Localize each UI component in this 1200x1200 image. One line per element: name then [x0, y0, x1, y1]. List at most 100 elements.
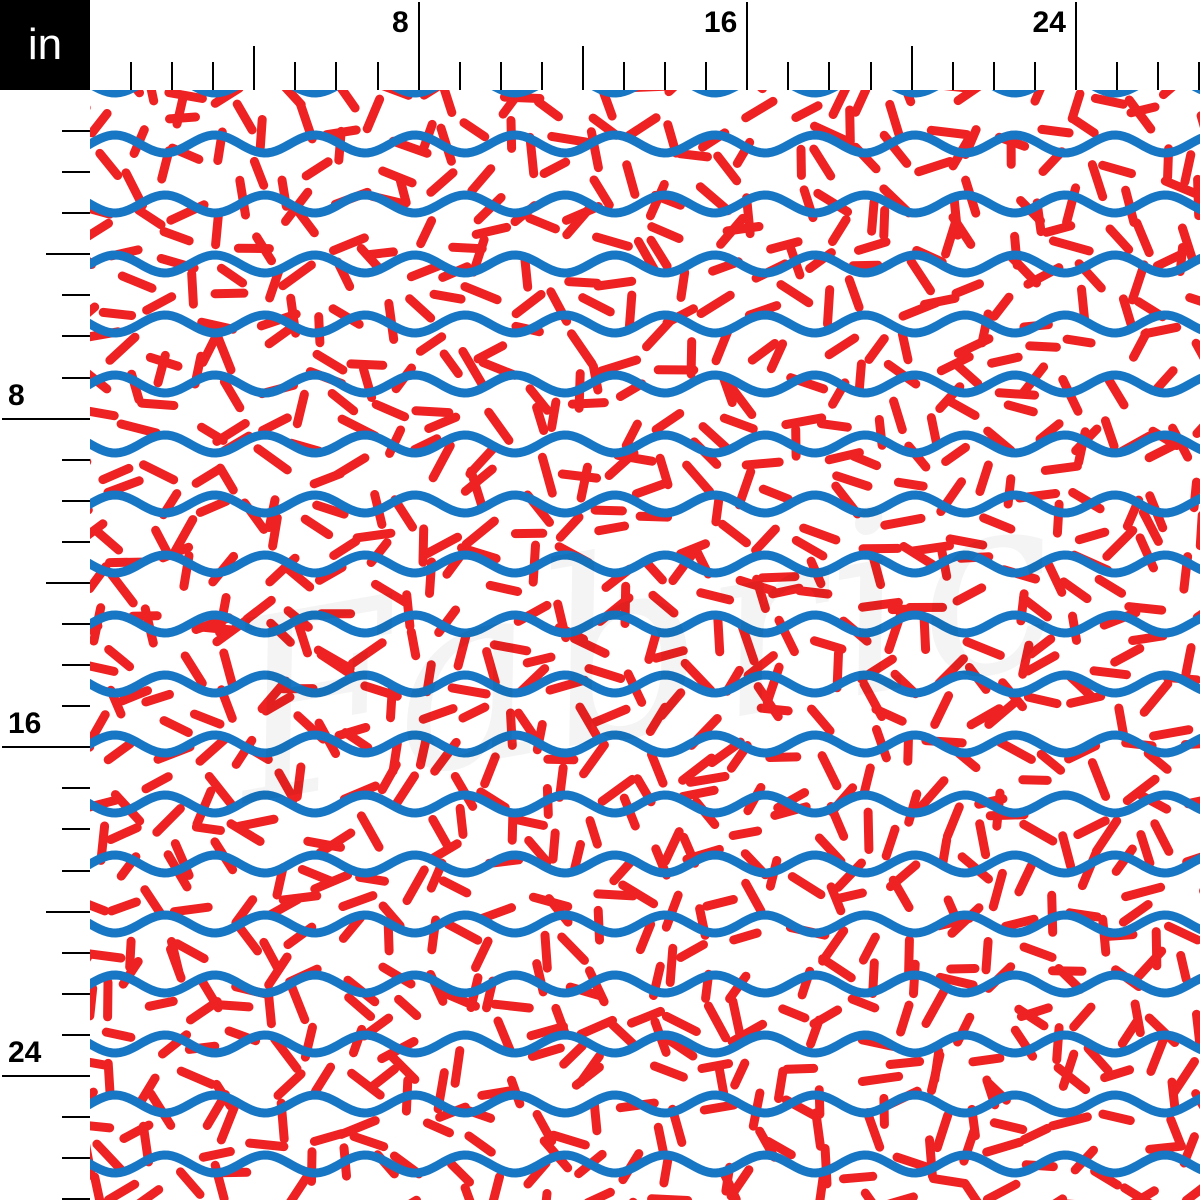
unit-badge-label: in — [27, 20, 63, 69]
sprinkle-mark — [460, 1183, 475, 1200]
sprinkle-mark — [647, 749, 668, 788]
sprinkle-mark — [394, 994, 422, 1021]
sprinkle-mark — [278, 891, 322, 905]
sprinkle-mark — [1030, 90, 1045, 106]
sprinkle-mark — [756, 703, 793, 716]
sprinkle-mark — [1073, 816, 1110, 840]
sprinkle-mark — [165, 112, 200, 124]
sprinkle-mark — [447, 683, 491, 699]
sprinkle-mark — [378, 901, 405, 931]
ruler-tick-vertical — [62, 705, 90, 708]
sprinkle-mark — [938, 835, 952, 869]
sprinkle-mark — [921, 986, 949, 1028]
sprinkle-mark — [859, 763, 875, 799]
sprinkle-mark — [906, 256, 935, 296]
sprinkle-mark — [117, 686, 152, 706]
sprinkle-mark — [473, 341, 508, 364]
sprinkle-mark — [892, 1152, 933, 1172]
sprinkle-mark — [887, 1192, 918, 1200]
wave-line — [90, 1030, 1200, 1058]
sprinkle-mark — [766, 339, 788, 374]
sprinkle-mark — [371, 400, 410, 422]
sprinkle-mark — [676, 940, 708, 962]
sprinkle-mark — [649, 1061, 688, 1082]
sprinkle-mark — [264, 991, 276, 1029]
ruler-tick-vertical — [62, 664, 90, 667]
ruler-label-vertical: 8 — [8, 378, 25, 412]
ruler-tick-horizontal — [540, 62, 543, 90]
sprinkle-mark — [261, 692, 295, 716]
sprinkle-mark — [678, 785, 719, 801]
sprinkle-mark — [466, 466, 487, 511]
sprinkle-mark — [1014, 861, 1036, 897]
ruler-tick-horizontal — [623, 62, 626, 90]
sprinkle-mark — [460, 282, 502, 305]
sprinkle-mark — [273, 1069, 306, 1100]
sprinkle-mark — [467, 164, 496, 196]
wave-line — [90, 430, 1200, 458]
sprinkle-mark — [316, 650, 356, 679]
ruler-tick-horizontal — [1157, 62, 1160, 90]
ruler-tick-vertical — [62, 171, 90, 174]
sprinkle-mark — [301, 157, 333, 181]
sprinkle-mark — [450, 1046, 465, 1088]
sprinkle-mark — [210, 288, 249, 299]
sprinkle-mark — [791, 101, 823, 122]
sprinkle-mark — [125, 936, 136, 972]
wave-layer — [90, 90, 1200, 1178]
sprinkle-mark — [362, 94, 385, 134]
sprinkle-mark — [1053, 1063, 1091, 1095]
sprinkle-mark — [312, 500, 349, 519]
sprinkle-mark — [889, 396, 907, 435]
sprinkle-mark — [702, 895, 738, 911]
sprinkle-mark — [526, 1022, 568, 1041]
sprinkle-mark — [391, 771, 419, 810]
ruler-tick-horizontal — [705, 62, 708, 90]
sprinkle-mark — [352, 528, 396, 543]
sprinkle-mark — [857, 1071, 904, 1086]
sprinkle-mark — [1138, 508, 1163, 546]
sprinkle-mark — [1110, 644, 1145, 667]
sprinkle-mark — [90, 218, 113, 241]
wave-line — [90, 550, 1200, 578]
sprinkle-mark — [349, 1132, 389, 1152]
sprinkle-mark — [338, 913, 365, 943]
ruler-tick-vertical — [2, 746, 90, 749]
sprinkle-mark — [395, 174, 411, 208]
sprinkle-mark — [717, 519, 751, 548]
sprinkle-mark — [189, 709, 225, 729]
unit-badge[interactable]: in — [0, 0, 90, 90]
sprinkle-mark — [216, 1102, 239, 1145]
sprinkle-mark — [416, 216, 437, 249]
sprinkle-mark — [880, 513, 926, 530]
sprinkle-mark — [811, 1108, 825, 1151]
sprinkle-mark — [776, 280, 814, 308]
sprinkle-mark — [137, 398, 179, 410]
sprinkle-mark — [1023, 651, 1060, 676]
sprinkle-mark — [881, 824, 900, 861]
wave-line — [90, 130, 1200, 158]
sprinkle-mark — [252, 232, 276, 266]
ruler-horizontal: 8 16 24 — [0, 0, 1200, 90]
ruler-label-vertical: 16 — [8, 707, 42, 741]
sprinkle-mark — [839, 1171, 878, 1184]
sprinkle-mark — [1016, 1003, 1053, 1021]
sprinkle-mark — [659, 1152, 673, 1188]
sprinkle-mark — [741, 96, 778, 123]
sprinkle-mark — [897, 329, 913, 365]
sprinkle-mark — [597, 774, 637, 806]
ruler-tick-horizontal — [1198, 62, 1200, 90]
sprinkle-mark — [862, 1108, 885, 1152]
sprinkle-mark — [758, 484, 793, 504]
sprinkle-mark — [699, 1100, 739, 1115]
sprinkle-mark — [1152, 366, 1178, 394]
sprinkle-mark — [1048, 236, 1094, 256]
sprinkle-mark — [618, 880, 659, 909]
sprinkle-mark — [377, 760, 401, 795]
sprinkle-mark — [418, 704, 458, 724]
ruler-tick-vertical — [62, 376, 90, 379]
sprinkle-mark — [1192, 1009, 1200, 1051]
ruler-tick-horizontal — [787, 62, 790, 90]
sprinkle-mark — [885, 99, 904, 139]
sprinkle-mark — [1102, 526, 1138, 561]
